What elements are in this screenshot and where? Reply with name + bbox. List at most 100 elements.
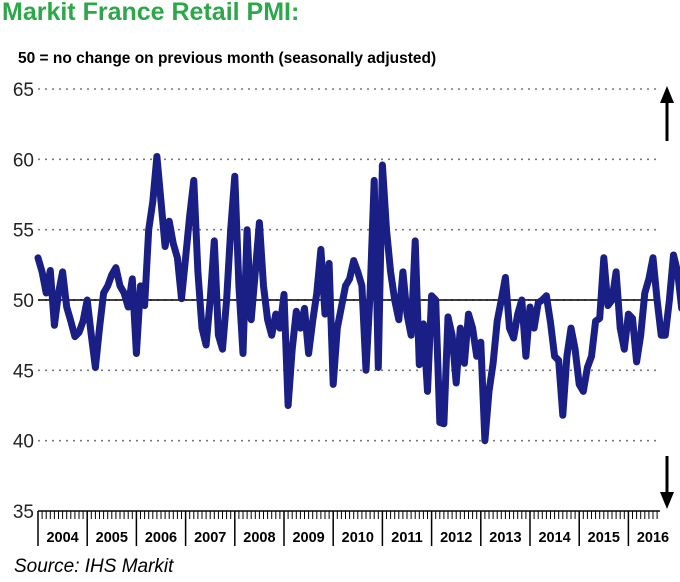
data-point xyxy=(504,276,506,278)
data-point xyxy=(123,292,125,294)
data-point xyxy=(389,271,391,273)
data-point xyxy=(152,200,154,202)
data-point xyxy=(213,240,215,242)
data-point xyxy=(66,306,68,308)
data-point xyxy=(176,257,178,259)
data-point xyxy=(566,355,568,357)
data-point xyxy=(90,334,92,336)
data-point xyxy=(529,306,531,308)
data-point xyxy=(332,383,334,385)
series-line-retail-pmi xyxy=(34,153,680,445)
data-point xyxy=(398,318,400,320)
data-point xyxy=(230,228,232,230)
data-point xyxy=(545,295,547,297)
data-point xyxy=(459,327,461,329)
data-point xyxy=(41,271,43,273)
data-point xyxy=(570,327,572,329)
data-point xyxy=(45,292,47,294)
data-point xyxy=(271,334,273,336)
x-tick-label: 2013 xyxy=(489,530,521,546)
data-point xyxy=(521,299,523,301)
data-point xyxy=(635,361,637,363)
data-point xyxy=(512,337,514,339)
data-point xyxy=(246,228,248,230)
data-point xyxy=(111,273,113,275)
data-point xyxy=(422,323,424,325)
data-point xyxy=(57,292,59,294)
data-point xyxy=(344,285,346,287)
data-point xyxy=(599,317,601,319)
data-point xyxy=(385,228,387,230)
data-point xyxy=(426,390,428,392)
data-point xyxy=(648,278,650,280)
data-point xyxy=(447,316,449,318)
data-point xyxy=(189,214,191,216)
data-point xyxy=(488,390,490,392)
x-tick-label: 2015 xyxy=(588,530,620,546)
data-point xyxy=(324,313,326,315)
data-point xyxy=(574,348,576,350)
data-point xyxy=(533,327,535,329)
data-point xyxy=(611,299,613,301)
data-point xyxy=(234,175,236,177)
data-point xyxy=(336,327,338,329)
x-tick-label: 2004 xyxy=(46,530,78,546)
data-point xyxy=(451,334,453,336)
data-point xyxy=(348,278,350,280)
data-point xyxy=(238,285,240,287)
data-point xyxy=(279,327,281,329)
down-arrow-icon xyxy=(660,456,674,509)
data-point xyxy=(225,299,227,301)
data-point xyxy=(49,269,51,271)
data-point xyxy=(197,271,199,273)
data-point xyxy=(172,243,174,245)
data-point xyxy=(476,355,478,357)
data-point xyxy=(394,299,396,301)
data-point xyxy=(668,299,670,301)
data-point xyxy=(525,355,527,357)
data-point xyxy=(262,285,264,287)
data-point xyxy=(418,364,420,366)
up-arrow-icon xyxy=(660,86,674,141)
data-point xyxy=(443,423,445,425)
data-point xyxy=(115,266,117,268)
data-point xyxy=(303,307,305,309)
data-point xyxy=(652,257,654,259)
data-point xyxy=(209,299,211,301)
data-point xyxy=(484,439,486,441)
data-point xyxy=(373,179,375,181)
data-point xyxy=(537,302,539,304)
data-point xyxy=(127,306,129,308)
data-point xyxy=(656,299,658,301)
x-tick-label: 2014 xyxy=(538,530,570,546)
data-point xyxy=(86,299,88,301)
data-point xyxy=(660,334,662,336)
data-point xyxy=(631,317,633,319)
data-point xyxy=(78,331,80,333)
data-point xyxy=(553,355,555,357)
data-point xyxy=(37,257,39,259)
data-point xyxy=(258,221,260,223)
data-point xyxy=(307,352,309,354)
data-point xyxy=(508,327,510,329)
x-tick-label: 2006 xyxy=(145,530,177,546)
data-point xyxy=(205,344,207,346)
data-point xyxy=(615,271,617,273)
data-point xyxy=(156,155,158,157)
data-point xyxy=(287,404,289,406)
x-tick-label: 2016 xyxy=(637,530,669,546)
data-point xyxy=(107,285,109,287)
data-point xyxy=(98,327,100,329)
x-tick-label: 2010 xyxy=(342,530,374,546)
source-note: Source: IHS Markit xyxy=(14,556,174,577)
data-point xyxy=(139,285,141,287)
data-point xyxy=(135,352,137,354)
data-point xyxy=(357,271,359,273)
x-axis: 2004 2005 2006 2007 2008 2009 2010 2011 2012 2013… xyxy=(37,510,669,546)
data-point xyxy=(184,257,186,259)
data-point xyxy=(627,313,629,315)
data-point xyxy=(496,320,498,322)
data-point xyxy=(250,318,252,320)
data-point xyxy=(578,383,580,385)
data-point xyxy=(517,313,519,315)
